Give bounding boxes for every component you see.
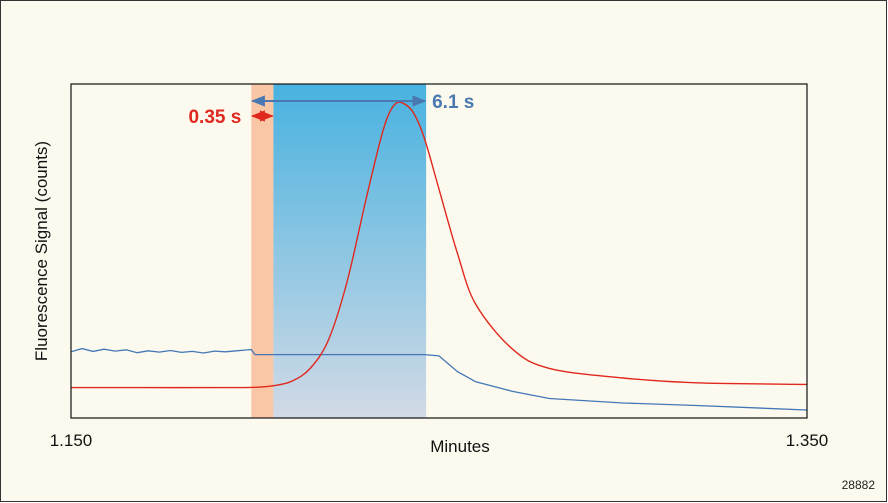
annotation-6-1s: 6.1 s (432, 92, 474, 113)
x-tick-label-end: 1.350 (786, 431, 829, 450)
shade-region-slow (273, 84, 427, 418)
shade-region-fast (251, 84, 274, 418)
annotation-0-35s: 0.35 s (188, 107, 241, 128)
plot-area (71, 84, 807, 418)
x-tick-label-start: 1.150 (50, 431, 93, 450)
plot-border (70, 83, 808, 419)
red-series-line (71, 101, 807, 389)
x-axis-label: Minutes (430, 437, 490, 456)
blue-series-line (71, 347, 807, 411)
y-axis-label: Fluorescence Signal (counts) (32, 141, 51, 361)
figure-id: 28882 (842, 478, 876, 492)
